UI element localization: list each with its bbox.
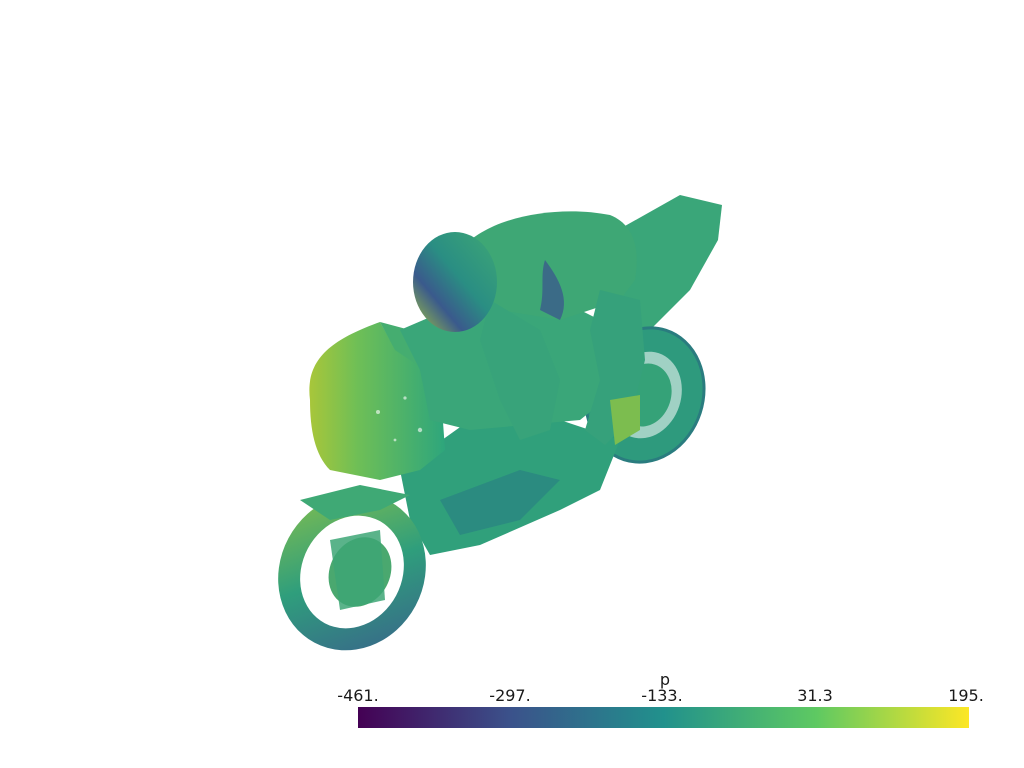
scalar-bar: p -461. -297. -133. 31.3 195. [330,668,1000,738]
scalar-bar-tick-label: -133. [641,686,683,705]
scalar-bar-labels: -461. -297. -133. 31.3 195. [330,686,1000,705]
rider-arm [480,300,560,440]
scalar-bar-title: p [659,670,671,689]
scalar-bar-tick-label: 195. [948,686,984,705]
scalar-bar-tick-label: -461. [337,686,379,705]
scalar-bar-gradient [358,707,969,728]
rider-helmet [413,232,497,332]
front-mudguard [300,485,410,520]
motorbike-model [278,195,722,651]
scalar-bar-tick-label: 31.3 [797,686,833,705]
front-fairing [309,322,445,480]
scalar-bar-tick-label: -297. [489,686,531,705]
